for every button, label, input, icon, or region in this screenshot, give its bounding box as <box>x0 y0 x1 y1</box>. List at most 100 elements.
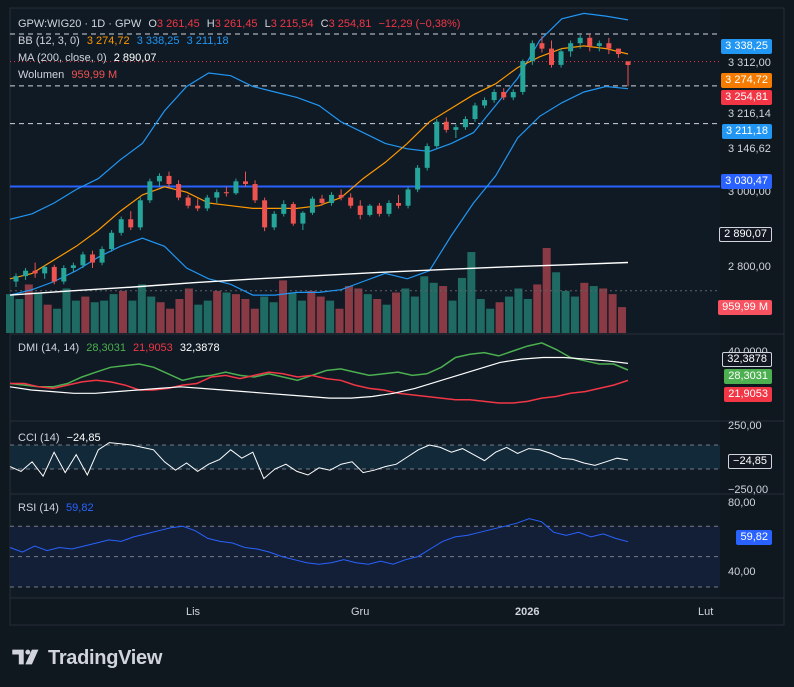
candle-body <box>156 175 162 182</box>
volume-bar <box>495 302 504 333</box>
volume-bar <box>241 299 250 333</box>
low-label: L <box>264 18 271 30</box>
volume-bar <box>486 308 495 333</box>
volume-bar <box>429 282 438 333</box>
volume-bar <box>62 288 71 333</box>
candle-body <box>539 43 545 49</box>
volume-bar <box>608 294 617 333</box>
time-label-2026: 2026 <box>515 606 540 618</box>
candle-body <box>510 91 516 98</box>
price-tick-3216: 3 216,14 <box>728 108 771 120</box>
rsi-tick-80: 80,00 <box>728 497 756 509</box>
symbol-label: GPW:WIG20 · 1D · GPW <box>18 18 142 30</box>
candle-body <box>99 249 105 263</box>
candle-body <box>453 127 459 130</box>
time-label-lut: Lut <box>698 606 714 618</box>
candle-body <box>13 276 19 282</box>
volume-bar <box>373 299 382 333</box>
candle-body <box>568 43 574 52</box>
bb-lower-value: 3 211,18 <box>186 35 229 47</box>
tradingview-brand[interactable]: TradingView <box>12 647 162 670</box>
candle-body <box>61 268 67 282</box>
candle-body <box>596 43 602 46</box>
candle-body <box>357 205 363 215</box>
volume-bar <box>344 286 353 333</box>
candle-body <box>434 121 440 147</box>
candle-body <box>118 219 124 233</box>
volume-bar <box>401 288 410 333</box>
open-label: O <box>148 18 157 30</box>
volume-bar <box>410 296 419 333</box>
candle-body <box>367 205 373 215</box>
bb-legend[interactable]: BB (12, 3, 0) 3 274,72 3 338,25 3 211,18 <box>18 35 233 47</box>
dmi-minus-line <box>10 371 629 404</box>
volume-bar <box>561 290 570 333</box>
candle-body <box>587 37 593 46</box>
dmi-legend[interactable]: DMI (14, 14) 28,3031 21,9053 32,3878 <box>18 342 224 354</box>
bb-upper-pill: 3 338,25 <box>721 39 772 54</box>
candle-body <box>271 213 277 228</box>
candle-body <box>42 266 48 274</box>
rsi-legend[interactable]: RSI (14) 59,82 <box>18 502 98 514</box>
volume-bar <box>505 296 514 333</box>
candle-body <box>32 270 38 274</box>
candle-body <box>51 266 57 282</box>
candle-body <box>243 181 248 185</box>
dmi-label: DMI (14, 14) <box>18 342 80 354</box>
volume-bar <box>297 300 306 333</box>
candle-body <box>472 105 478 120</box>
candle-body <box>80 254 86 266</box>
brand-name: TradingView <box>48 647 163 669</box>
candle-body <box>147 181 153 201</box>
volume-bar <box>269 302 278 333</box>
volume-bar <box>467 252 476 333</box>
volume-bar <box>175 299 184 333</box>
candle-body <box>176 184 182 198</box>
volume-bar <box>354 288 363 333</box>
candle-body <box>462 119 468 128</box>
dmi-minus-pill: 21,9053 <box>724 387 772 402</box>
ma-legend[interactable]: MA (200, close, 0) 2 890,07 <box>18 52 161 64</box>
volume-bar <box>335 308 344 333</box>
candle-body <box>415 167 421 190</box>
candle-body <box>329 194 335 203</box>
candle-body <box>185 197 191 206</box>
volume-bar <box>53 308 62 333</box>
volume-bar <box>420 276 429 333</box>
volume-bar <box>307 290 316 333</box>
candle-body <box>214 192 220 198</box>
candle-body <box>491 91 497 101</box>
adx-line <box>9 356 629 399</box>
dmi-plus-line <box>9 342 629 388</box>
candle-body <box>195 205 201 209</box>
volume-legend[interactable]: Wolumen 959,99 M <box>18 69 121 81</box>
candle-body <box>482 100 488 106</box>
candle-body <box>348 197 354 206</box>
volume-bar <box>363 294 372 333</box>
rsi-pill: 59,82 <box>736 530 772 545</box>
candle-body <box>396 203 401 206</box>
candle-body <box>625 61 631 65</box>
price-tick-3146: 3 146,62 <box>728 143 771 155</box>
ma-label: MA (200, close, 0) <box>18 52 107 64</box>
change-value: −12,29 (−0,38%) <box>378 18 461 30</box>
dmi-plus-pill: 28,3031 <box>724 369 772 384</box>
cci-pill: −24,85 <box>728 454 772 469</box>
price-tick-2800: 2 800,00 <box>728 261 771 273</box>
volume-bar <box>570 296 579 333</box>
bb-lower-pill: 3 211,18 <box>721 124 772 139</box>
volume-bar <box>231 294 240 333</box>
cci-legend[interactable]: CCI (14) −24,85 <box>18 432 105 444</box>
volume-bar <box>128 300 137 333</box>
candle-body <box>405 189 411 206</box>
volume-bar <box>43 304 52 333</box>
candle-body <box>606 43 612 49</box>
candle-body <box>23 270 29 277</box>
volume-bar <box>589 286 598 333</box>
volume-bar <box>109 294 118 333</box>
volume-bar <box>90 302 99 333</box>
volume-pill: 959,99 M <box>718 300 772 315</box>
time-label-gru: Gru <box>351 606 370 618</box>
volume-bar <box>137 284 146 333</box>
